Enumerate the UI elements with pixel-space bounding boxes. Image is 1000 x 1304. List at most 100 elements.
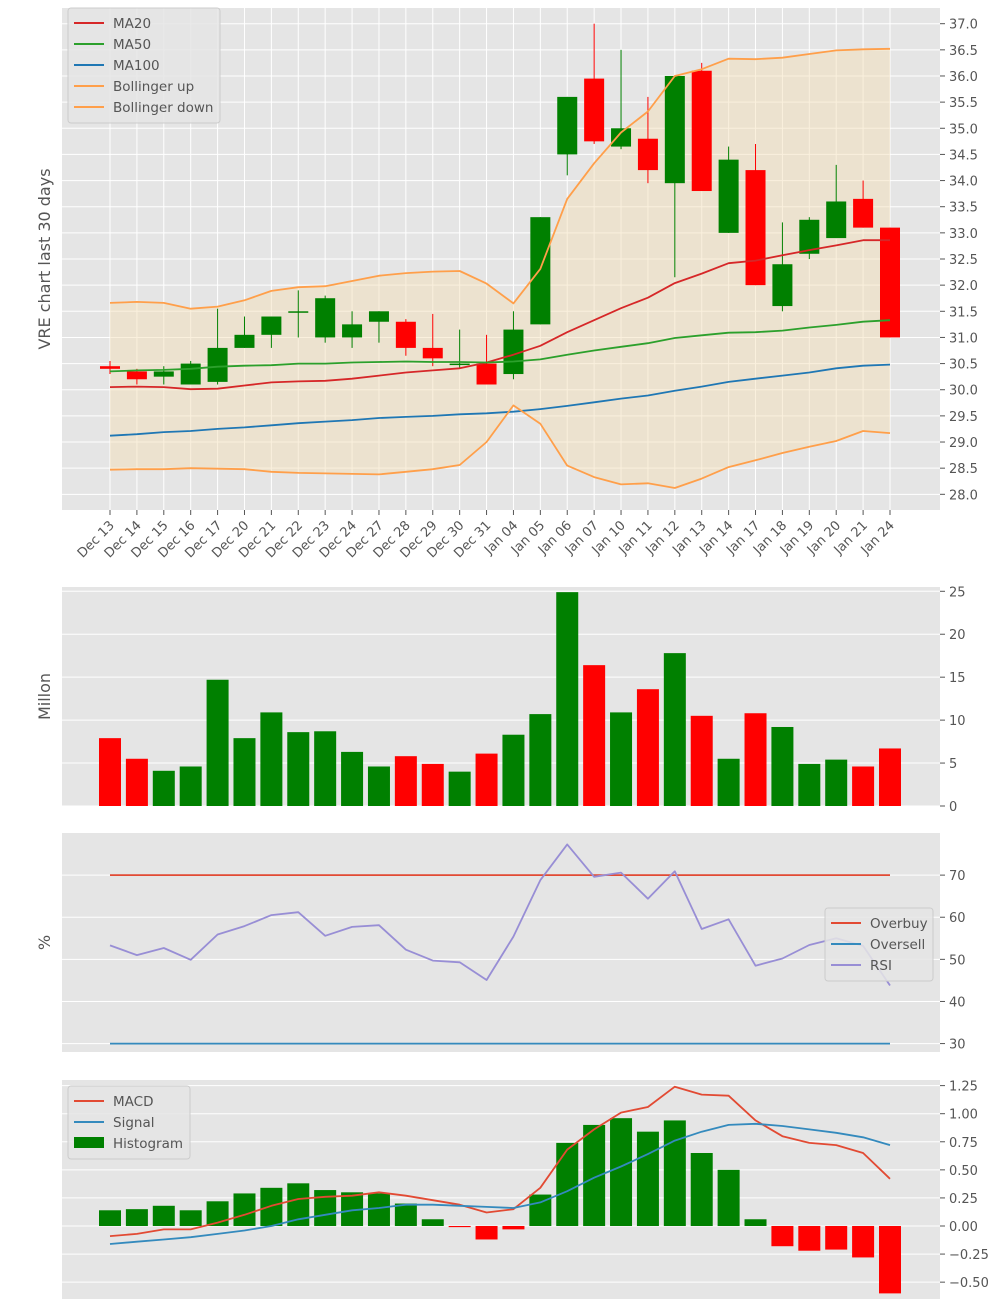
candle-body bbox=[449, 363, 470, 366]
y-tick-label: 0.50 bbox=[949, 1164, 978, 1179]
candle-body bbox=[826, 201, 847, 239]
y-tick-label: −0.50 bbox=[949, 1276, 989, 1291]
y-tick-label: 36.0 bbox=[949, 70, 978, 85]
histogram-bar bbox=[99, 1210, 121, 1226]
y-tick-label: 31.0 bbox=[949, 331, 978, 346]
candle-body bbox=[503, 329, 524, 375]
candle-body bbox=[611, 128, 632, 147]
plot-background bbox=[62, 1080, 940, 1299]
y-tick-label: 40 bbox=[949, 995, 966, 1010]
y-tick-label: −0.25 bbox=[949, 1248, 989, 1263]
volume-bar bbox=[287, 732, 310, 806]
y-tick-label: 32.0 bbox=[949, 279, 978, 294]
candle-body bbox=[126, 371, 147, 380]
volume-bar bbox=[663, 653, 686, 806]
histogram-bar bbox=[744, 1219, 767, 1226]
candle-body bbox=[880, 227, 900, 338]
y-tick-label: 35.0 bbox=[949, 122, 978, 137]
y-axis-label: Millon bbox=[35, 673, 54, 720]
y-tick-label: 36.5 bbox=[949, 44, 978, 59]
candle-body bbox=[557, 96, 578, 155]
histogram-bar bbox=[125, 1209, 148, 1226]
legend-label: Oversell bbox=[870, 937, 925, 953]
candle-body bbox=[772, 264, 793, 307]
volume-bar bbox=[744, 713, 767, 806]
volume-bar bbox=[690, 715, 713, 806]
volume-bar bbox=[367, 766, 390, 806]
histogram-bar bbox=[825, 1226, 848, 1250]
y-tick-label: 60 bbox=[949, 911, 966, 926]
histogram-bar bbox=[394, 1203, 417, 1226]
histogram-bar bbox=[448, 1226, 471, 1228]
histogram-bar bbox=[233, 1193, 256, 1226]
volume-bar bbox=[341, 751, 364, 806]
y-tick-label: 15 bbox=[949, 671, 966, 686]
plot-background bbox=[62, 833, 940, 1052]
y-tick-label: 10 bbox=[949, 714, 966, 729]
histogram-bar bbox=[152, 1205, 175, 1226]
y-axis-label: % bbox=[35, 935, 54, 950]
y-tick-label: 5 bbox=[949, 757, 957, 772]
volume-bar bbox=[314, 731, 337, 806]
candle-body bbox=[395, 321, 416, 348]
legend-box bbox=[824, 907, 934, 982]
volume-bar bbox=[394, 756, 417, 806]
candle-body bbox=[153, 371, 174, 377]
legend-label: MACD bbox=[113, 1094, 153, 1110]
volume-bar bbox=[556, 592, 579, 806]
rsi-line bbox=[109, 843, 891, 987]
legend-label: Bollinger up bbox=[113, 79, 194, 95]
volume-panel: 0 5 10 15 20 25 Millon bbox=[35, 585, 966, 815]
histogram-bar bbox=[690, 1153, 713, 1226]
candle-body bbox=[207, 347, 228, 382]
y-tick-label: 37.0 bbox=[949, 18, 978, 33]
histogram-bar bbox=[314, 1190, 337, 1226]
volume-bar bbox=[475, 753, 498, 806]
histogram-bar bbox=[529, 1194, 552, 1226]
candle-body bbox=[342, 324, 363, 338]
y-tick-label: 28.5 bbox=[949, 462, 978, 477]
candle-body bbox=[234, 334, 255, 348]
candle-body bbox=[315, 298, 336, 338]
histogram-bar bbox=[583, 1124, 606, 1226]
macd-line bbox=[109, 1085, 891, 1237]
volume-bar bbox=[771, 726, 794, 806]
histogram-bar bbox=[179, 1210, 202, 1226]
volume-bar bbox=[636, 689, 659, 806]
legend-label: Signal bbox=[113, 1115, 154, 1131]
volume-bar bbox=[610, 712, 633, 806]
volume-bar bbox=[502, 734, 525, 806]
histogram-bar bbox=[421, 1219, 444, 1226]
candle-body bbox=[584, 78, 605, 142]
volume-bar bbox=[99, 738, 121, 806]
bollinger-down-line bbox=[109, 404, 891, 489]
y-tick-label: 29.0 bbox=[949, 436, 978, 451]
y-tick-label: 33.5 bbox=[949, 201, 978, 216]
candle-body bbox=[422, 347, 443, 359]
ma100-line bbox=[109, 363, 891, 437]
legend-swatch bbox=[74, 1137, 104, 1148]
candle-body bbox=[476, 363, 497, 385]
histogram-bar bbox=[636, 1131, 659, 1226]
histogram-bar bbox=[341, 1192, 364, 1226]
bollinger-up-line bbox=[109, 47, 891, 310]
histogram-bar bbox=[852, 1226, 875, 1258]
candle-body bbox=[100, 366, 120, 369]
y-tick-label: 30.5 bbox=[949, 358, 978, 373]
y-tick-label: 0.00 bbox=[949, 1220, 978, 1235]
ma50-line bbox=[109, 319, 891, 373]
histogram-bar bbox=[717, 1169, 740, 1226]
volume-bar bbox=[152, 770, 175, 806]
candle-body bbox=[637, 138, 658, 171]
candle-body bbox=[799, 219, 820, 254]
candle-body bbox=[718, 159, 739, 233]
volume-bar bbox=[233, 738, 256, 806]
y-tick-label: 0.75 bbox=[949, 1136, 978, 1151]
ma20-line bbox=[109, 239, 890, 391]
y-tick-label: 1.25 bbox=[949, 1080, 978, 1095]
rsi-panel: 30 40 50 60 70% Overbuy Oversell RSI bbox=[35, 833, 966, 1053]
y-tick-label: 32.5 bbox=[949, 253, 978, 268]
histogram-bar bbox=[610, 1118, 633, 1226]
y-tick-label: 29.5 bbox=[949, 410, 978, 425]
